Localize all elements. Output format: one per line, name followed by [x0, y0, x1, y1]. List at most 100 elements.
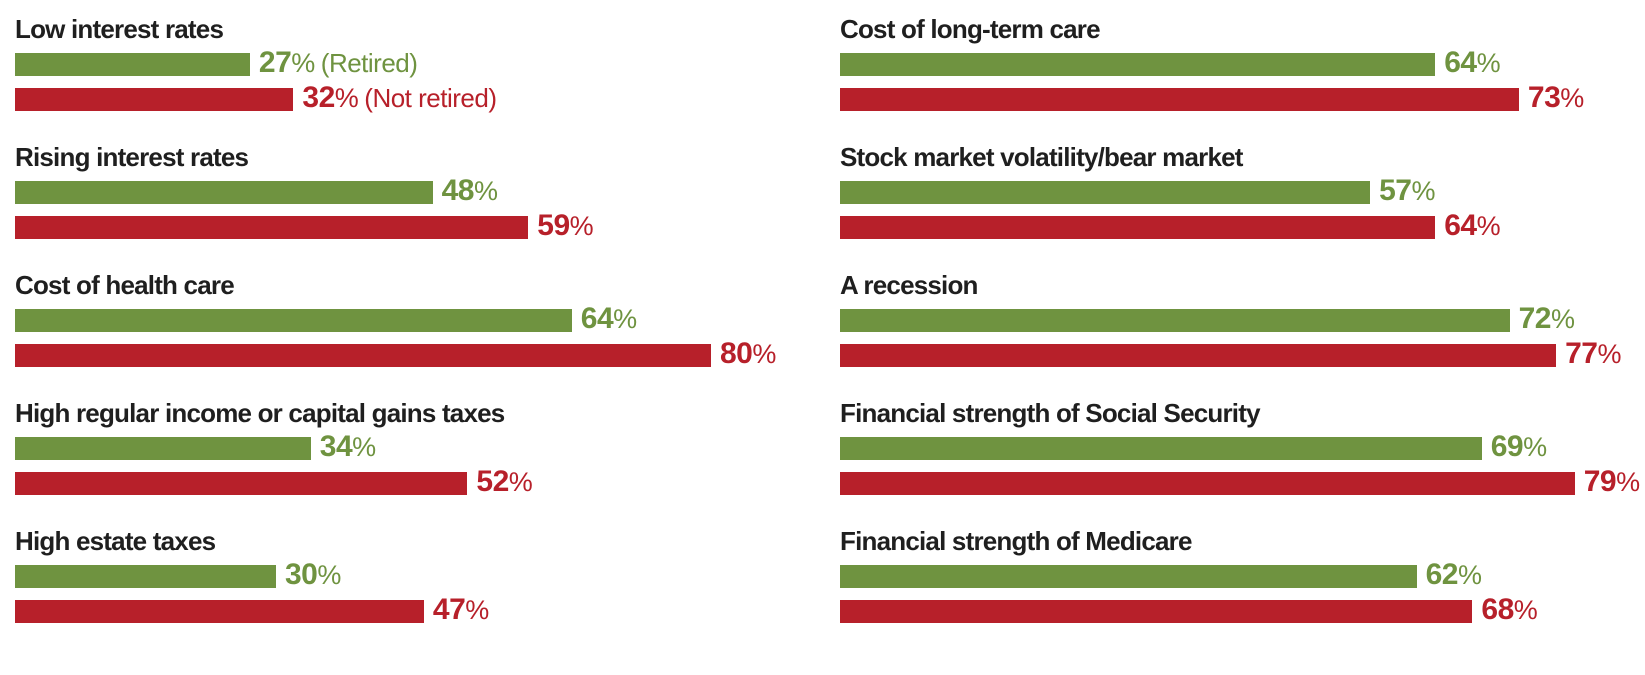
percent-sign: % [352, 431, 376, 462]
not_retired-bar-row: 47% [15, 594, 840, 626]
retired-bar [15, 565, 276, 588]
retired-bar-row: 72% [840, 303, 1645, 333]
value-number: 34 [319, 429, 353, 463]
value-number: 79 [1583, 464, 1617, 498]
not_retired-value-label: 68% [1481, 594, 1538, 626]
not_retired-bar [840, 88, 1519, 111]
retired-bar [15, 309, 572, 332]
retired-value-label: 62% [1426, 559, 1482, 591]
percent-sign: % [317, 559, 341, 590]
percent-sign: % [1597, 338, 1621, 369]
not_retired-value-label: 80% [720, 338, 776, 370]
value-number: 59 [537, 208, 570, 242]
percent-sign: % [569, 210, 594, 241]
retired-bar-row: 62% [840, 559, 1645, 591]
not_retired-bar [15, 472, 468, 495]
value-number: 57 [1379, 173, 1412, 207]
concern-section: High estate taxes 30% 47% [15, 526, 840, 654]
retired-value-label: 48% [442, 175, 498, 207]
not_retired-bar [15, 88, 294, 111]
value-number: 64 [580, 301, 614, 335]
not_retired-bar-row: 77% [840, 338, 1645, 370]
not_retired-bar [15, 344, 711, 367]
value-number: 48 [441, 173, 475, 207]
retired-value-label: 57% [1379, 175, 1435, 207]
value-number: 68 [1481, 592, 1514, 626]
not_retired-bar-row: 64% [840, 210, 1645, 242]
not_retired-bar [15, 600, 424, 623]
concern-title: High estate taxes [15, 526, 216, 556]
retired-bar-row: 64% [840, 47, 1645, 79]
not_retired-bar [840, 216, 1436, 239]
value-number: 32 [302, 80, 335, 114]
value-number: 47 [432, 592, 466, 626]
percent-sign: % [1523, 431, 1547, 462]
value-number: 77 [1565, 336, 1598, 370]
retired-bar-row: 69% [840, 431, 1645, 463]
percent-sign: % [1457, 559, 1482, 590]
not_retired-value-label: 73% [1528, 82, 1584, 114]
percent-sign: % [1513, 594, 1538, 625]
value-number: 64 [1444, 208, 1477, 242]
retired-bar [840, 181, 1371, 204]
percent-sign: % [1550, 303, 1575, 334]
concern-section: High regular income or capital gains tax… [15, 398, 840, 526]
value-number: 80 [720, 336, 753, 370]
concern-section: Low interest rates 27% (Retired) 32% (Not re… [15, 14, 840, 142]
not_retired-bar [840, 600, 1473, 623]
concern-title: Financial strength of Social Security [840, 398, 1261, 428]
retired-bar-row: 48% [15, 175, 840, 207]
value-number: 52 [476, 464, 509, 498]
concern-title: Stock market volatility/bear market [840, 142, 1243, 172]
not_retired-bar-row: 79% [840, 466, 1645, 498]
retired-bar [840, 53, 1436, 76]
chart-area: Low interest rates 27% (Retired) 32% (Not re… [15, 14, 1645, 654]
concern-title: Financial strength of Medicare [840, 526, 1192, 556]
concern-section: A recession 72% 77% [840, 270, 1645, 398]
percent-sign: % [1411, 175, 1435, 206]
value-number: 30 [285, 557, 318, 591]
not_retired-value-label: 77% [1565, 338, 1621, 370]
retired-bar-row: 64% [15, 303, 840, 333]
not_retired-bar [840, 472, 1575, 495]
concern-section: Cost of long-term care 64% 73% [840, 14, 1645, 142]
percent-sign: % [752, 338, 776, 369]
percent-sign: % [334, 82, 359, 113]
not_retired-value-label: 52% [476, 466, 533, 498]
concern-section: Stock market volatility/bear market 57% 64… [840, 142, 1645, 270]
not_retired-value-label: 47% [433, 594, 489, 626]
not_retired-value-label: 79% [1584, 466, 1640, 498]
percent-sign: % [508, 466, 533, 497]
retired-bar-row: 57% [840, 175, 1645, 207]
percent-sign: % [1616, 466, 1640, 497]
value-number: 62 [1425, 557, 1459, 591]
retired-value-label: 27% (Retired) [259, 47, 418, 79]
concern-title: A recession [840, 270, 978, 300]
not_retired-bar [840, 344, 1557, 367]
percent-sign: % [1476, 210, 1501, 241]
retired-bar [840, 309, 1510, 332]
percent-sign: % [473, 175, 498, 206]
not_retired-bar-row: 68% [840, 594, 1645, 626]
percent-sign: % [291, 47, 315, 78]
concern-title: Cost of long-term care [840, 14, 1101, 44]
not_retired-bar-row: 73% [840, 82, 1645, 114]
retired-bar [15, 437, 311, 460]
retired-bar-row: 34% [15, 431, 840, 463]
retired-value-label: 69% [1491, 431, 1547, 463]
not_retired-value-label: 59% [537, 210, 594, 242]
concern-section: Cost of health care 64% 80% [15, 270, 840, 398]
not_retired-value-label: 64% [1444, 210, 1501, 242]
percent-sign: % [1560, 82, 1584, 113]
percent-sign: % [465, 594, 489, 625]
retired-value-label: 34% [320, 431, 376, 463]
value-number: 73 [1527, 80, 1561, 114]
retired-value-label: 64% [1444, 47, 1500, 79]
not_retired-bar-row: 59% [15, 210, 840, 242]
value-number: 64 [1444, 45, 1477, 79]
percent-sign: % [613, 303, 637, 334]
retired-bar [15, 53, 250, 76]
retired-bar [15, 181, 433, 204]
concern-section: Financial strength of Medicare 62% 68% [840, 526, 1645, 654]
